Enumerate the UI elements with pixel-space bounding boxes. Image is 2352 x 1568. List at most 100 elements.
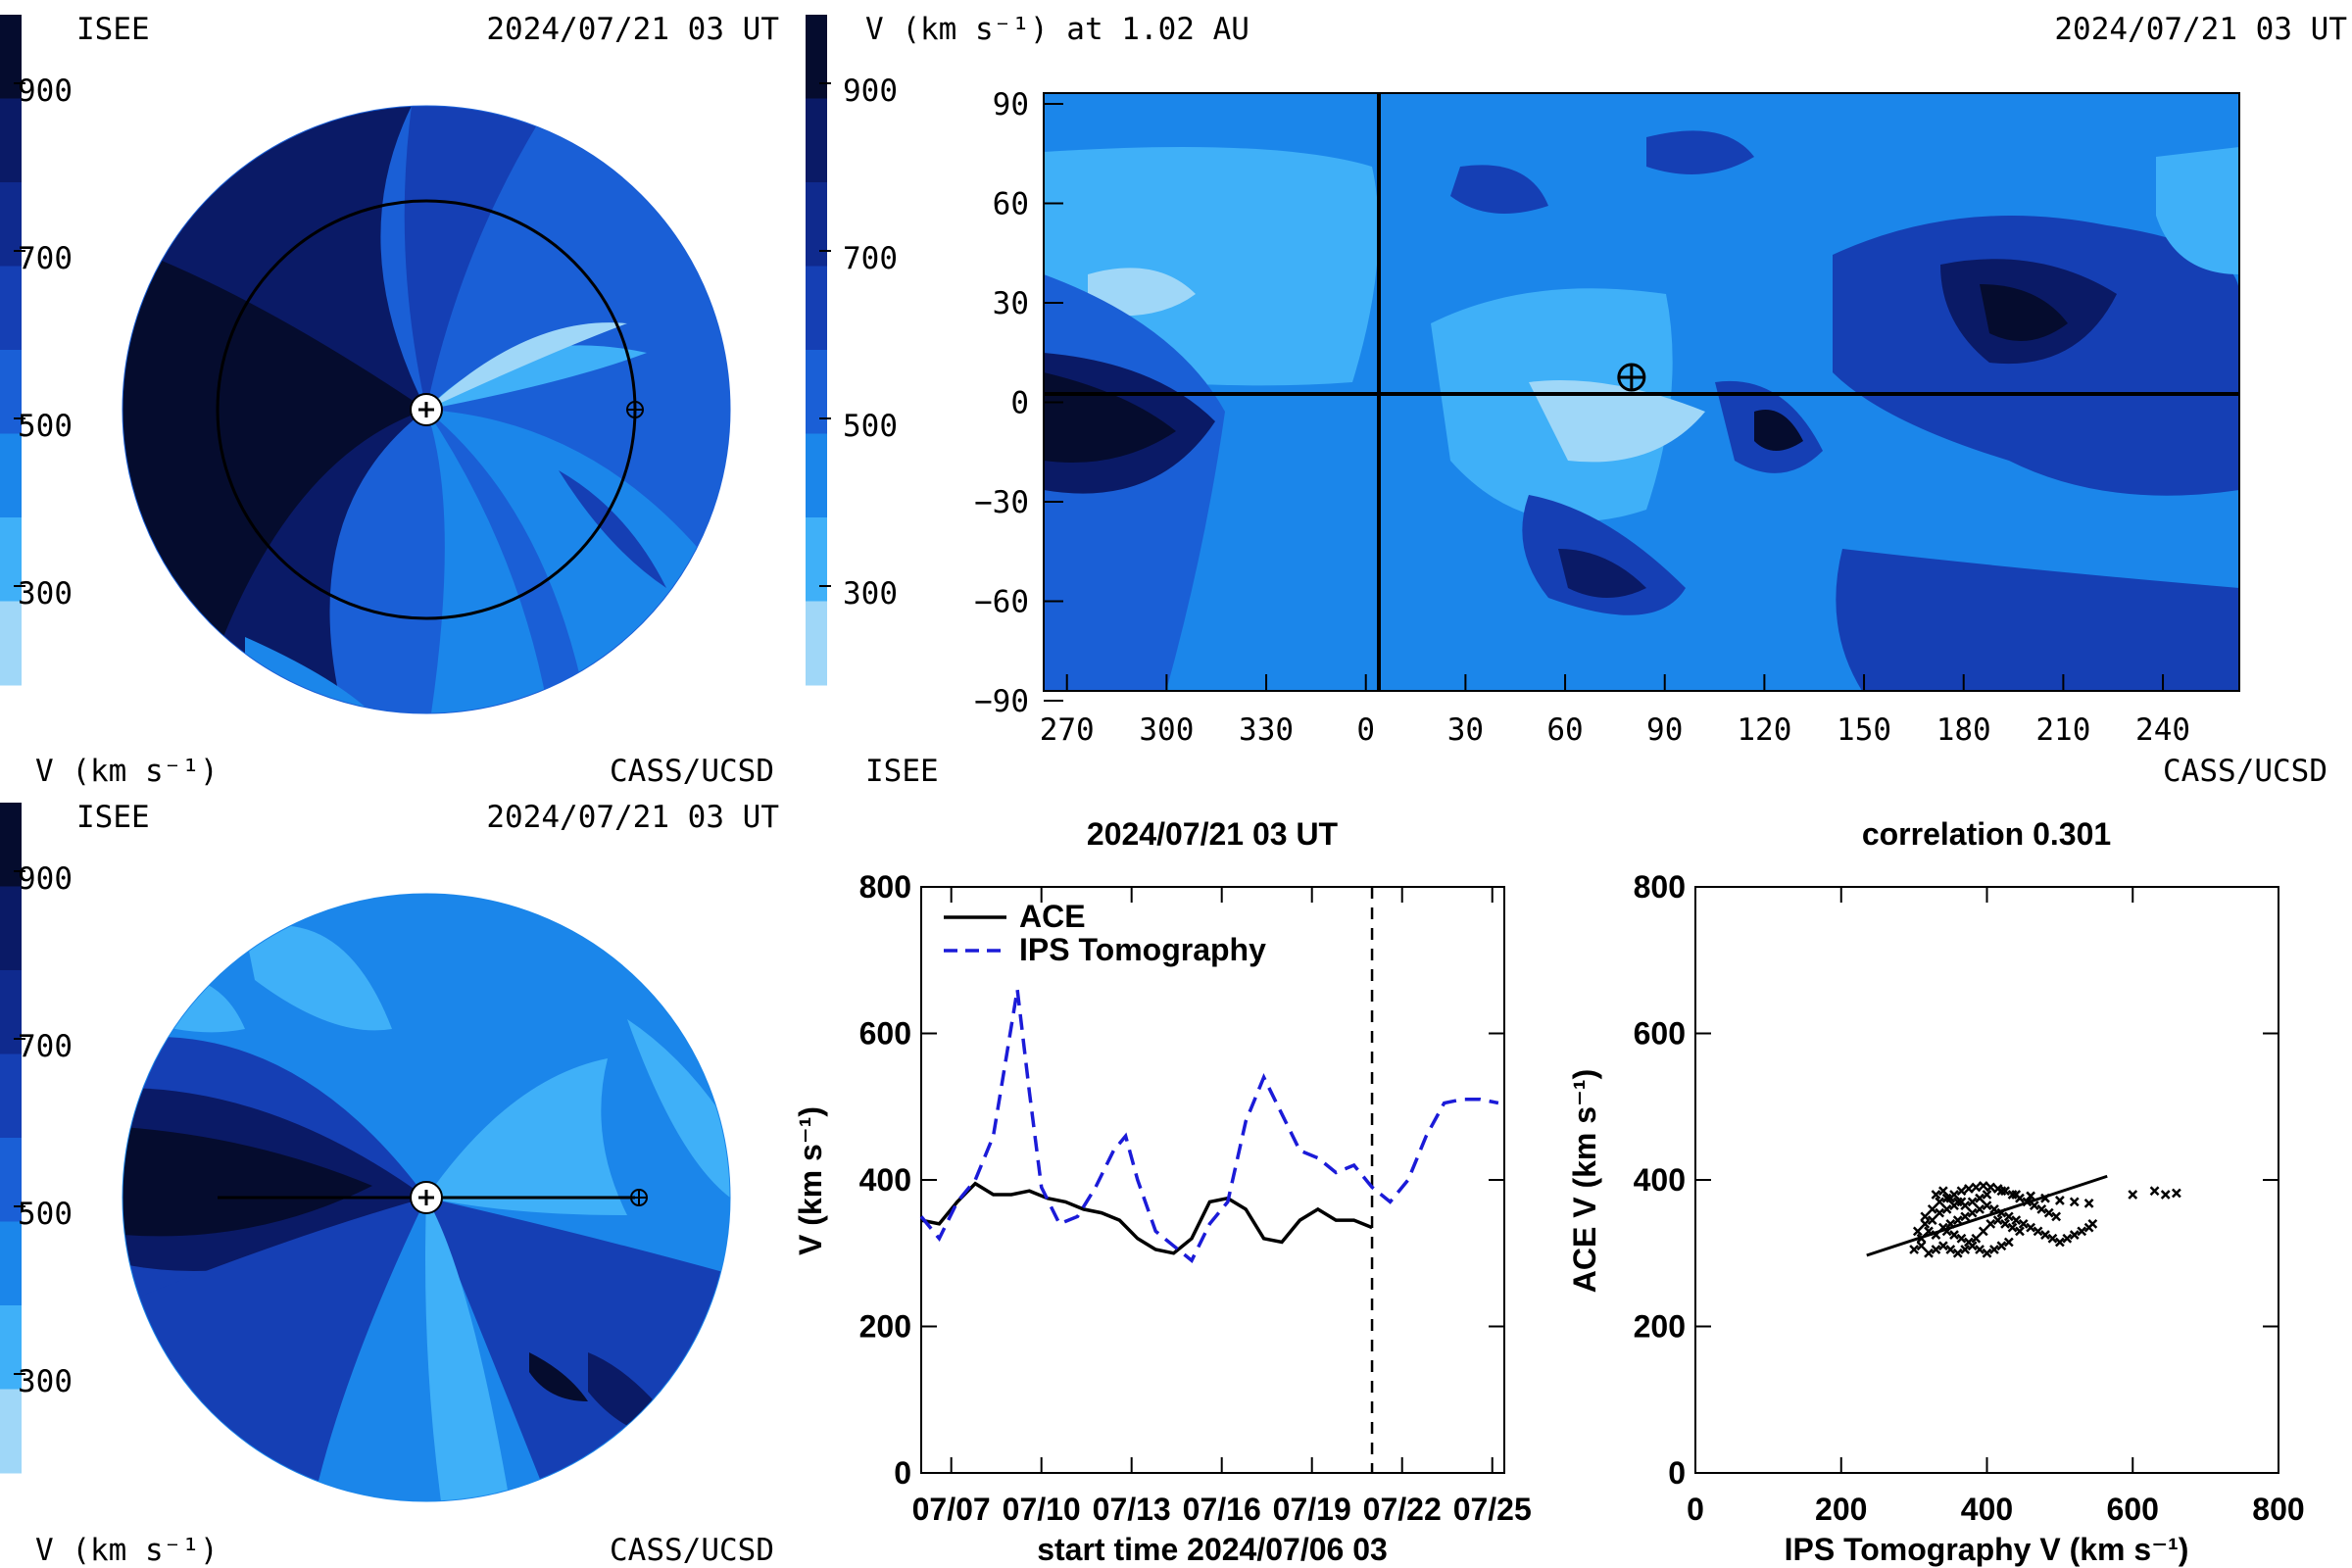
scatter-points <box>1909 1181 2181 1258</box>
scatter-point <box>1960 1211 1971 1222</box>
sc-y-tick-label: 200 <box>1634 1309 1686 1345</box>
colorbar-segment <box>806 350 827 434</box>
map-y-tick-label: −60 <box>974 585 1029 620</box>
colorbar-segment <box>0 1054 22 1139</box>
scatter-point <box>2171 1188 2181 1199</box>
colorbar-segment <box>0 15 22 99</box>
scatter-point <box>2047 1233 2058 1244</box>
scatter-point <box>1989 1245 1999 1254</box>
scatter-point <box>1920 1218 1931 1229</box>
scatter-x-axis: 0 200 400 600 800 <box>1687 887 2305 1527</box>
sc-y-tick-label: 600 <box>1634 1016 1686 1052</box>
scatter-point <box>1971 1182 1982 1193</box>
scatter-point <box>1952 1215 1963 1225</box>
scatter-point <box>1967 1207 1978 1218</box>
colorbar-segment <box>806 266 827 351</box>
map-x-tick-label: 330 <box>1239 712 1294 748</box>
scatter-point <box>2003 1237 2014 1248</box>
scatter-chart: 0 200 400 600 800 0 200 400 600 800 <box>1634 869 2305 1527</box>
top-left-timestamp: 2024/07/21 03 UT <box>486 12 779 47</box>
scatter-point <box>1949 1200 1959 1211</box>
colorbar-segment <box>0 1389 22 1474</box>
scatter-point <box>1996 1186 2007 1197</box>
timeseries-x-axis: 07/07 07/10 07/13 07/16 07/19 07/22 07/25 <box>912 887 1532 1527</box>
legend-label-ips: IPS Tomography <box>1019 932 1266 967</box>
scatter-point <box>2007 1222 2018 1233</box>
timeseries-x-label: start time 2024/07/06 03 <box>1037 1532 1388 1567</box>
scatter-point <box>1931 1190 1941 1200</box>
scatter-point <box>1952 1248 1963 1258</box>
legend: ACE IPS Tomography <box>944 899 1266 967</box>
colorbar-segment <box>806 433 827 518</box>
colorbar-bl-tick-900: 900 <box>18 861 73 897</box>
colorbar-mid-tick-300: 300 <box>843 576 898 612</box>
colorbar-tick-300: 300 <box>18 576 73 612</box>
colorbar-org: ISEE <box>865 754 939 789</box>
scatter-point <box>1996 1241 2007 1251</box>
bottom-left-unit-label: V (km s⁻¹) <box>35 1533 219 1568</box>
scatter-point <box>1975 1204 1984 1214</box>
scatter-point <box>1956 1186 1967 1197</box>
map-x-tick-label: 270 <box>1040 712 1095 748</box>
colorbar-tick-900: 900 <box>18 74 73 109</box>
map-x-tick-label: 30 <box>1447 712 1484 748</box>
scatter-point <box>2026 1222 2036 1233</box>
map-timestamp: 2024/07/21 03 UT <box>2054 12 2347 47</box>
earth-marker-icon <box>1617 363 1646 392</box>
map-x-tick-label: 150 <box>1837 712 1891 748</box>
colorbar-segment <box>0 98 22 183</box>
scatter-point <box>2026 1191 2036 1201</box>
colorbar-segment <box>0 1305 22 1390</box>
timeseries-title: 2024/07/21 03 UT <box>1087 816 1339 852</box>
scatter-point <box>1964 1237 1974 1248</box>
colorbar-left <box>0 15 25 686</box>
scatter-point <box>1927 1204 1937 1214</box>
series-ips-line <box>919 989 1499 1263</box>
scatter-point <box>2077 1226 2087 1237</box>
scatter-point <box>1937 1241 1948 1251</box>
ts-y-tick-label: 200 <box>859 1309 911 1345</box>
bottom-left-timestamp: 2024/07/21 03 UT <box>486 800 779 835</box>
ts-x-tick-label: 07/13 <box>1093 1492 1171 1527</box>
polar-view-top <box>122 105 731 714</box>
scatter-title: correlation 0.301 <box>1862 816 2111 852</box>
scatter-point <box>2029 1200 2039 1211</box>
scatter-y-label: ACE V (km s⁻¹) <box>1567 1069 1602 1293</box>
top-left-org: ISEE <box>76 12 150 47</box>
scatter-point <box>1937 1186 1948 1197</box>
ts-x-tick-label: 07/22 <box>1363 1492 1442 1527</box>
scatter-point <box>2062 1233 2073 1244</box>
top-left-unit-label: V (km s⁻¹) <box>35 754 219 789</box>
scatter-point <box>1935 1207 1945 1218</box>
scatter-point <box>2051 1211 2062 1222</box>
map-x-tick-label: 90 <box>1646 712 1683 748</box>
colorbar-mid-tick-700: 700 <box>843 241 898 276</box>
map-y-tick-label: −90 <box>974 684 1029 719</box>
scatter-point <box>2003 1211 2014 1222</box>
ts-y-tick-label: 0 <box>894 1455 911 1491</box>
scatter-point <box>1982 1190 1992 1200</box>
scatter-point <box>2128 1190 2138 1200</box>
colorbar-segment <box>0 182 22 267</box>
map-credit: CASS/UCSD <box>2163 754 2328 789</box>
scatter-point <box>2018 1218 2029 1229</box>
scatter-x-label: IPS Tomography V (km s⁻¹) <box>1785 1532 2189 1567</box>
colorbar-segment <box>806 98 827 183</box>
scatter-point <box>2000 1218 2010 1229</box>
polar-view-bottom <box>122 893 731 1502</box>
ts-x-tick-label: 07/10 <box>1003 1492 1081 1527</box>
colorbar-segment <box>0 350 22 434</box>
scatter-point <box>2083 1199 2094 1208</box>
scatter-point <box>1978 1226 1988 1237</box>
synoptic-map <box>1043 92 2240 692</box>
colorbar-segment <box>806 517 827 602</box>
colorbar-segment <box>0 886 22 971</box>
map-y-tick-label: −30 <box>974 485 1029 520</box>
map-x-tick-label: 300 <box>1139 712 1194 748</box>
colorbar-segment <box>806 182 827 267</box>
scatter-point <box>1975 1245 1984 1254</box>
colorbar-mid-tick-500: 500 <box>843 409 898 444</box>
earth-icon <box>630 1189 648 1206</box>
scatter-point <box>1909 1245 1920 1254</box>
